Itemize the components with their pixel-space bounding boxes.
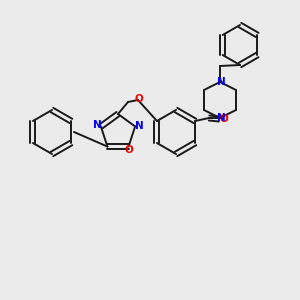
Text: N: N — [217, 113, 225, 123]
Text: N: N — [135, 122, 143, 131]
Text: O: O — [135, 94, 143, 104]
Text: O: O — [220, 114, 228, 124]
Text: N: N — [217, 77, 225, 87]
Text: N: N — [92, 120, 101, 130]
Text: O: O — [124, 145, 133, 154]
